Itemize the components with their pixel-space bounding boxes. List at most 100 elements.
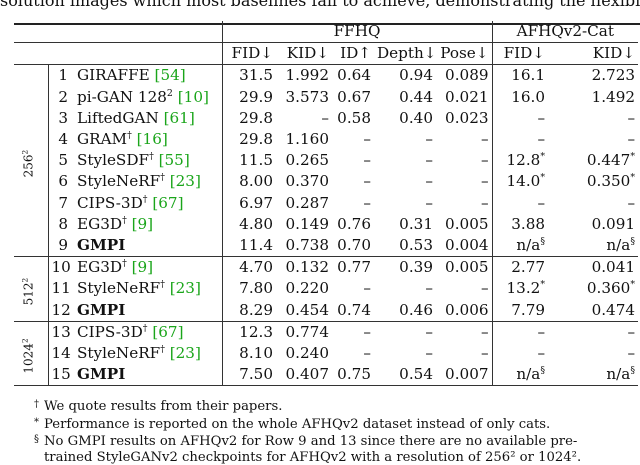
metric-value: 0.53	[374, 235, 436, 257]
metric-value: –	[332, 278, 374, 299]
value-text: 0.474	[591, 300, 636, 319]
value-text: 3.573	[285, 87, 329, 106]
method-name: GIRAFFE [54]	[74, 64, 223, 87]
metric-value: 12.3	[221, 320, 276, 344]
header-blank	[74, 42, 223, 66]
table-row: 2 pi-GAN 1282 [10] 29.9 3.573 0.67 0.44 0.021 1…	[14, 86, 638, 108]
metric-value: –	[436, 343, 492, 364]
footnote-mark: *	[34, 416, 39, 428]
asterisk-mark: *	[630, 172, 636, 184]
value-text: 0.240	[285, 344, 329, 363]
metric-value: 13.2*	[491, 278, 549, 300]
citation-link[interactable]: [67]	[152, 193, 184, 212]
metric-value: 0.350*	[548, 171, 638, 192]
metric-value: –	[436, 171, 492, 192]
metric-value: 0.474	[548, 300, 638, 322]
metric-value: 0.132	[276, 256, 332, 279]
value-text: 0.220	[285, 279, 329, 298]
value-text: –	[480, 130, 489, 149]
value-text: –	[627, 108, 636, 127]
metric-value: 0.774	[276, 320, 332, 344]
method-label: EG3D	[77, 258, 123, 277]
metric-value: 4.70	[221, 256, 276, 279]
value-text: –	[627, 193, 636, 212]
value-text: 0.75	[337, 365, 371, 384]
asterisk-mark: *	[540, 172, 546, 184]
citation-link[interactable]: [67]	[152, 322, 184, 341]
resolution-base: 256	[21, 154, 36, 178]
metric-value: –	[374, 278, 436, 299]
value-text: –	[425, 151, 433, 170]
value-text: n/a	[516, 365, 541, 384]
row-index: 14	[51, 344, 71, 363]
method-label: LiftedGAN	[77, 108, 159, 127]
citation-link[interactable]: [23]	[169, 344, 201, 363]
dagger-mark: †	[122, 258, 127, 270]
metric-value: –	[276, 108, 332, 129]
metric-value: 8.29	[221, 299, 276, 322]
metric-value: 3.573	[276, 87, 332, 108]
value-text: 0.005	[445, 214, 489, 233]
value-text: –	[363, 193, 371, 212]
row-index: 6	[58, 172, 68, 191]
dagger-mark: †	[127, 129, 132, 141]
citation-link[interactable]: [9]	[131, 258, 154, 277]
citation-link[interactable]: [61]	[163, 108, 195, 127]
footnote-line: † We quote results from their papers.	[27, 397, 627, 415]
value-text: 12.8	[506, 151, 541, 170]
header-blank	[14, 21, 48, 43]
value-text: –	[480, 193, 489, 212]
value-text: –	[480, 172, 489, 191]
footnote-text: trained StyleGANv2 checkpoints for AFHQv…	[44, 449, 582, 465]
metric-value: 0.75	[332, 364, 374, 386]
value-text: –	[425, 322, 433, 341]
results-table: FFHQ AFHQv2-Cat FID↓ KID↓ ID↑ Depth↓ Pose↓ FID↓…	[14, 21, 639, 387]
group-header-ffhq: FFHQ	[333, 22, 381, 40]
citation-link[interactable]: [16]	[136, 130, 168, 149]
value-text: 29.8	[239, 130, 273, 149]
metric-value: –	[548, 129, 638, 150]
metric-value: –	[332, 193, 374, 214]
citation-link[interactable]: [23]	[169, 172, 201, 191]
value-text: –	[480, 322, 489, 341]
header-blank	[74, 21, 223, 43]
method-label: StyleNeRF	[77, 172, 161, 191]
footnote-text: We quote results from their papers.	[44, 399, 283, 414]
value-text: 2.77	[511, 258, 546, 277]
citation-link[interactable]: [10]	[177, 87, 209, 106]
metric-value: n/a§	[491, 235, 549, 257]
metric-value: –	[436, 278, 492, 299]
metric-value: –	[491, 320, 549, 344]
metric-value: 0.94	[374, 65, 436, 87]
value-text: n/a	[516, 236, 541, 255]
metric-value: –	[374, 320, 436, 344]
value-text: 14.0	[506, 172, 541, 191]
row-index: 9	[58, 236, 68, 255]
value-text: 0.53	[399, 236, 433, 255]
value-text: –	[363, 344, 371, 363]
value-text: 0.149	[285, 214, 329, 233]
value-text: 1.160	[285, 130, 329, 149]
row-index: 8	[58, 214, 68, 233]
metric-value: 0.44	[374, 87, 436, 108]
value-text: 0.287	[285, 193, 329, 212]
method-label: StyleNeRF	[77, 279, 161, 298]
method-name: CIPS-3D† [67]	[74, 320, 223, 344]
metric-value: 0.74	[332, 300, 374, 322]
value-text: –	[480, 279, 489, 298]
metric-value: 14.0*	[491, 171, 549, 193]
metric-value: 0.041	[548, 256, 639, 279]
citation-link[interactable]: [9]	[131, 214, 154, 233]
value-text: 0.76	[337, 214, 371, 233]
citation-link[interactable]: [23]	[169, 279, 201, 298]
table-row: 11 StyleNeRF† [23] 7.80 0.220– – –13.2* 0.360*	[14, 278, 638, 300]
resolution-label: 5122	[14, 256, 49, 322]
value-text: 0.70	[337, 236, 371, 255]
value-text: 16.1	[511, 66, 546, 85]
metric-value: 29.8	[221, 129, 276, 151]
value-text: 11.5	[239, 151, 273, 170]
metric-value: –	[374, 129, 436, 150]
citation-link[interactable]: [55]	[158, 151, 190, 170]
citation-link[interactable]: [54]	[154, 66, 186, 85]
value-text: –	[627, 344, 636, 363]
